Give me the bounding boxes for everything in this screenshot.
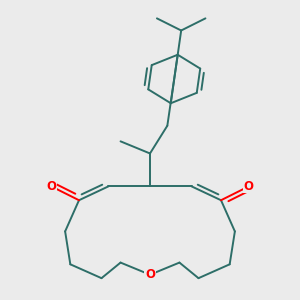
Text: O: O bbox=[46, 180, 56, 193]
Text: O: O bbox=[145, 268, 155, 281]
Text: O: O bbox=[244, 180, 254, 193]
